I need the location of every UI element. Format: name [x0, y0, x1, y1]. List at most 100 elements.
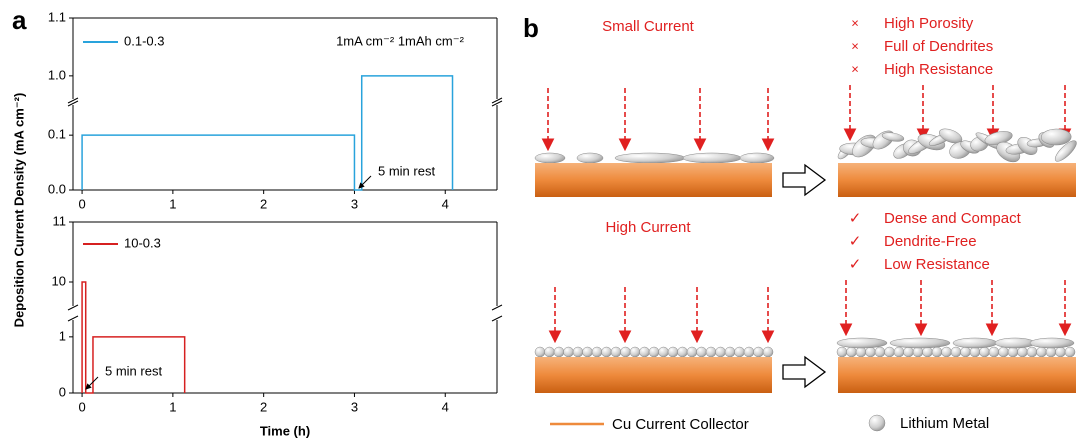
li-sphere: [582, 346, 593, 358]
li-deposit: [534, 152, 566, 164]
li-deposit: [994, 337, 1036, 349]
condition: High Current: [605, 219, 691, 236]
annotation: 5 min rest: [105, 363, 162, 378]
axis-break: [491, 100, 503, 107]
y-tick-label: 0.0: [48, 181, 66, 196]
li-sphere: [686, 346, 698, 358]
x-tick-label: 4: [442, 196, 449, 211]
panel-label: b: [523, 13, 539, 43]
result-text: Dendrite-Free: [884, 233, 977, 250]
li-sphere: [1055, 346, 1066, 358]
li-sphere: [903, 346, 914, 358]
li-sphere: [762, 346, 774, 358]
annotation: 5 min rest: [378, 163, 435, 178]
annotation-arrow: [85, 376, 99, 390]
y-tick-label: 1.0: [48, 67, 66, 82]
axis-break: [67, 304, 79, 311]
dendrite: [1040, 128, 1072, 146]
li-deposit: [682, 152, 742, 164]
result-mark: ✓: [849, 256, 862, 273]
li-deposit: [614, 152, 686, 164]
result-text: Low Resistance: [884, 256, 990, 273]
li-deposit: [836, 337, 888, 349]
cu-collector: [535, 357, 772, 393]
li-sphere: [969, 346, 981, 358]
result-text: Full of Dendrites: [884, 38, 993, 55]
dendrite: [1054, 140, 1077, 162]
result-text: High Porosity: [884, 15, 974, 32]
li-sphere: [544, 346, 555, 358]
li-sphere: [534, 346, 546, 358]
process-arrow: [782, 163, 827, 197]
li-sphere: [734, 346, 745, 358]
li-sphere: [553, 346, 565, 358]
panel-label: a: [12, 5, 27, 35]
y-tick-label: 10: [52, 273, 66, 288]
legend-label: Cu Current Collector: [612, 416, 749, 433]
annotation: 1mA cm⁻² 1mAh cm⁻²: [336, 33, 465, 48]
li-sphere: [572, 346, 584, 358]
li-deposit: [1029, 337, 1075, 349]
condition: Small Current: [602, 18, 695, 35]
x-tick-label: 1: [169, 399, 176, 414]
li-sphere: [1036, 346, 1047, 358]
x-tick-label: 3: [351, 196, 358, 211]
dendrite: [881, 132, 905, 142]
legend-swatch: [868, 414, 886, 432]
x-tick-label: 0: [78, 399, 85, 414]
x-tick-label: 1: [169, 196, 176, 211]
li-sphere: [639, 346, 650, 358]
dendrite: [938, 128, 963, 144]
li-sphere: [931, 346, 943, 358]
li-sphere: [591, 346, 603, 358]
axis-break: [491, 304, 503, 311]
legend-label: 10-0.3: [124, 235, 161, 250]
cu-collector: [535, 163, 772, 197]
li-sphere: [677, 346, 688, 358]
li-sphere: [846, 346, 857, 358]
result-text: High Resistance: [884, 61, 993, 78]
li-sphere: [1026, 346, 1038, 358]
li-sphere: [696, 346, 707, 358]
li-sphere: [1064, 346, 1076, 358]
process-arrow: [782, 355, 827, 389]
li-sphere: [950, 346, 962, 358]
result-text: Dense and Compact: [884, 210, 1022, 227]
legend-label: 0.1-0.3: [124, 33, 164, 48]
li-sphere: [1007, 346, 1019, 358]
li-sphere: [988, 346, 1000, 358]
result-mark: ×: [851, 15, 859, 30]
li-sphere: [912, 346, 924, 358]
li-deposit: [889, 337, 951, 349]
li-sphere: [865, 346, 876, 358]
li-deposit: [739, 152, 775, 164]
li-deposit: [576, 152, 604, 164]
li-sphere: [648, 346, 660, 358]
li-sphere: [1017, 346, 1028, 358]
li-sphere: [893, 346, 905, 358]
annotation-arrow: [358, 175, 372, 189]
li-sphere: [836, 346, 848, 358]
y-tick-label: 11: [53, 213, 67, 228]
axis-break: [491, 97, 503, 104]
li-sphere: [753, 346, 764, 358]
axis-break: [491, 315, 503, 322]
axis-break: [67, 97, 79, 104]
li-sphere: [629, 346, 641, 358]
li-sphere: [620, 346, 631, 358]
x-tick-label: 4: [442, 399, 449, 414]
li-sphere: [658, 346, 669, 358]
cu-collector: [838, 357, 1076, 393]
y-axis-label: Deposition Current Density (mA cm⁻²): [11, 93, 26, 328]
result-mark: ×: [851, 38, 859, 53]
axis-break: [67, 100, 79, 107]
result-mark: ✓: [849, 233, 862, 250]
li-sphere: [1045, 346, 1057, 358]
axis-break: [67, 315, 79, 322]
li-sphere: [705, 346, 717, 358]
li-sphere: [715, 346, 726, 358]
li-sphere: [884, 346, 895, 358]
line: [81, 281, 186, 394]
li-sphere: [922, 346, 933, 358]
li-sphere: [960, 346, 971, 358]
